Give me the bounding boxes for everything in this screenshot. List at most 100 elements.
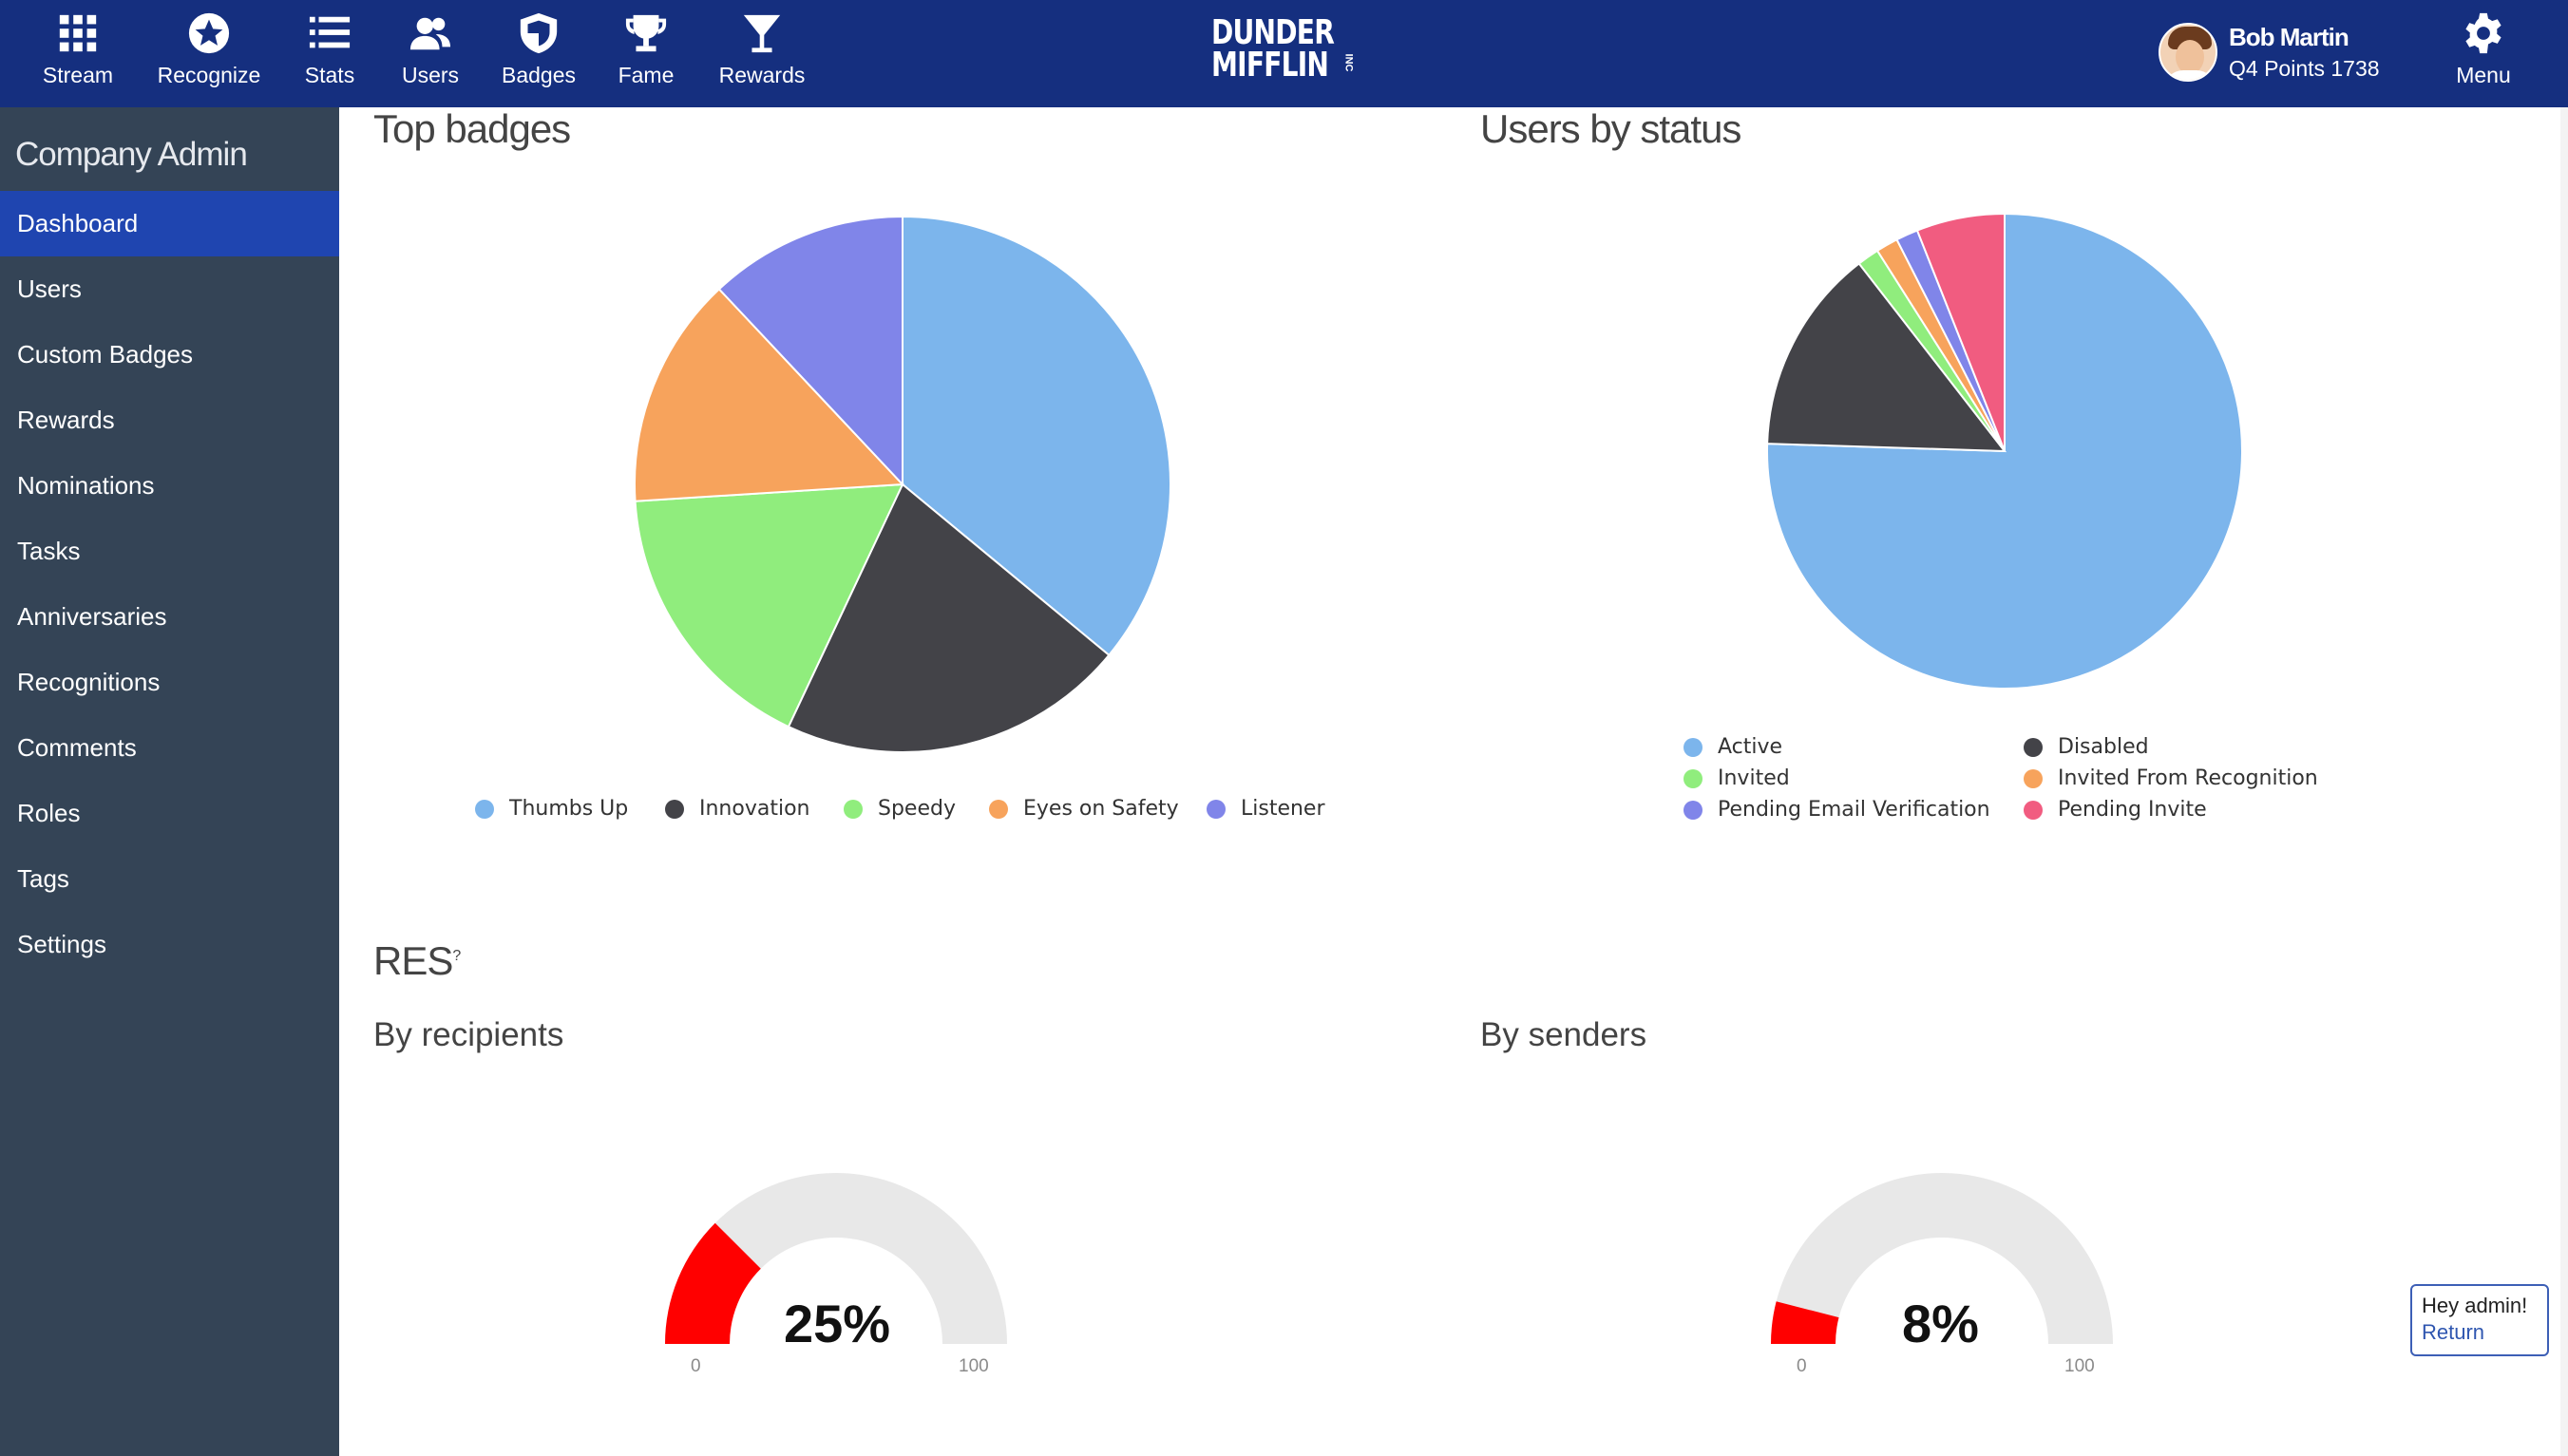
legend-label: Pending Email Verification <box>1718 798 1990 822</box>
legend-label: Listener <box>1241 797 1325 821</box>
nav-stats[interactable]: Stats <box>296 11 363 97</box>
legend-item-disabled[interactable]: Disabled <box>2024 735 2149 759</box>
nav-rewards[interactable]: Rewards <box>714 11 809 97</box>
legend-marker <box>1683 768 1702 788</box>
legend-marker <box>989 799 1008 819</box>
scrollbar[interactable] <box>2560 107 2568 1456</box>
users-by-status-pie-chart <box>1766 212 2243 690</box>
legend-label: Invited From Recognition <box>2058 766 2318 790</box>
by-recipients-gauge <box>665 1173 1007 1344</box>
res-help-icon[interactable]: ? <box>452 948 461 964</box>
admin-greeting: Hey admin! <box>2422 1294 2528 1317</box>
pie-slice-pending-invite[interactable] <box>1915 212 2006 452</box>
sidebar-item-rewards[interactable]: Rewards <box>17 406 115 434</box>
return-link[interactable]: Return <box>2422 1320 2485 1344</box>
pie-slice-speedy[interactable] <box>634 482 904 728</box>
legend-label: Invited <box>1718 766 1790 790</box>
legend-marker <box>1207 799 1226 819</box>
legend-label: Pending Invite <box>2058 798 2207 822</box>
legend-label: Speedy <box>878 797 956 821</box>
sidebar-item-settings[interactable]: Settings <box>17 930 106 958</box>
legend-marker <box>2024 737 2043 757</box>
user-name: Bob Martin <box>2229 23 2349 51</box>
menu-label: Menu <box>2456 63 2511 87</box>
pie-slice-disabled[interactable] <box>1766 262 2007 453</box>
nav-fame-label: Fame <box>618 63 675 87</box>
legend-marker <box>844 799 863 819</box>
by-recipients-gauge-min: 0 <box>691 1356 701 1376</box>
by-recipients-gauge-value: 25% <box>784 1294 891 1353</box>
pie-slice-thumbs-up[interactable] <box>902 215 1171 657</box>
avatar[interactable] <box>2159 23 2217 82</box>
legend-label: Thumbs Up <box>509 797 629 821</box>
sidebar-item-nominations[interactable]: Nominations <box>17 471 155 500</box>
sidebar-item-comments[interactable]: Comments <box>17 733 137 762</box>
nav-rewards-label: Rewards <box>718 63 806 87</box>
nav-stream[interactable]: Stream <box>40 11 116 97</box>
nav-fame[interactable]: Fame <box>613 11 679 97</box>
by-senders-gauge-min: 0 <box>1797 1356 1807 1376</box>
nav-stats-label: Stats <box>304 63 355 87</box>
legend-item-innovation[interactable]: Innovation <box>665 797 809 821</box>
gauge-track <box>665 1173 1007 1344</box>
legend-item-eyes-on-safety[interactable]: Eyes on Safety <box>989 797 1179 821</box>
by-senders-gauge-max: 100 <box>2064 1356 2095 1376</box>
by-recipients-title: By recipients <box>373 1016 564 1053</box>
by-recipients-gauge-max: 100 <box>959 1356 989 1376</box>
legend-label: Disabled <box>2058 735 2149 759</box>
nav-badges[interactable]: Badges <box>501 11 577 97</box>
legend-marker <box>665 799 684 819</box>
by-senders-title: By senders <box>1480 1016 1647 1053</box>
nav-recognize[interactable]: Recognize <box>157 11 261 97</box>
user-profile[interactable]: Bob Martin Q4 Points 1738 <box>2159 21 2380 84</box>
gauge-fill <box>1771 1301 1839 1344</box>
gauge-fill <box>665 1222 761 1344</box>
sidebar-item-anniversaries[interactable]: Anniversaries <box>17 602 167 631</box>
gauge-track <box>1771 1173 2113 1344</box>
legend-marker <box>2024 768 2043 788</box>
nav-badges-label: Badges <box>501 63 576 87</box>
sidebar-item-tasks[interactable]: Tasks <box>17 537 81 565</box>
sidebar-item-custom-badges[interactable]: Custom Badges <box>17 340 193 369</box>
nav-stream-label: Stream <box>42 63 114 87</box>
grid-icon <box>59 14 97 52</box>
star-badge-icon <box>188 12 230 54</box>
legend-label: Active <box>1718 735 1783 759</box>
menu-button[interactable]: Menu <box>2445 11 2521 97</box>
legend-item-pending-invite[interactable]: Pending Invite <box>2024 798 2207 822</box>
legend-item-listener[interactable]: Listener <box>1207 797 1325 821</box>
legend-item-invited-from-recognition[interactable]: Invited From Recognition <box>2024 766 2318 790</box>
res-title-text: RES <box>373 938 453 983</box>
list-icon <box>309 16 351 48</box>
legend-item-pending-email-verification[interactable]: Pending Email Verification <box>1683 798 1990 822</box>
company-logo[interactable]: DUNDER MIFFLIN INC <box>1211 16 1363 89</box>
logo-line2: MIFFLIN <box>1211 46 1329 85</box>
sidebar-item-roles[interactable]: Roles <box>17 799 81 827</box>
gear-icon <box>2465 12 2501 54</box>
admin-return-box: Hey admin! Return <box>2410 1284 2549 1356</box>
legend-item-invited[interactable]: Invited <box>1683 766 1790 790</box>
nav-users-label: Users <box>401 63 460 87</box>
sidebar-item-dashboard[interactable]: Dashboard <box>0 191 339 256</box>
legend-marker <box>2024 800 2043 820</box>
nav-users[interactable]: Users <box>397 11 464 97</box>
shield-icon <box>520 12 558 54</box>
legend-label: Innovation <box>699 797 810 821</box>
legend-item-thumbs-up[interactable]: Thumbs Up <box>475 797 628 821</box>
pie-slice-listener[interactable] <box>717 215 904 487</box>
admin-sidebar: Company Admin Dashboard Users Custom Bad… <box>0 107 339 1456</box>
by-senders-gauge-value: 8% <box>1902 1294 1979 1353</box>
sidebar-item-users[interactable]: Users <box>17 274 82 303</box>
user-points: Q4 Points 1738 <box>2229 56 2380 81</box>
legend-item-speedy[interactable]: Speedy <box>844 797 956 821</box>
legend-item-active[interactable]: Active <box>1683 735 1782 759</box>
pie-slice-eyes-on-safety[interactable] <box>634 288 905 502</box>
logo-suffix: INC <box>1342 53 1355 72</box>
trophy-icon <box>625 14 667 52</box>
pie-slice-innovation[interactable] <box>787 482 1111 753</box>
by-senders-gauge <box>1771 1173 2113 1344</box>
legend-label: Eyes on Safety <box>1023 797 1179 821</box>
top-navbar: Stream Recognize Stats Users Badges <box>0 0 2568 107</box>
sidebar-item-recognitions[interactable]: Recognitions <box>17 668 161 696</box>
sidebar-item-tags[interactable]: Tags <box>17 864 69 893</box>
